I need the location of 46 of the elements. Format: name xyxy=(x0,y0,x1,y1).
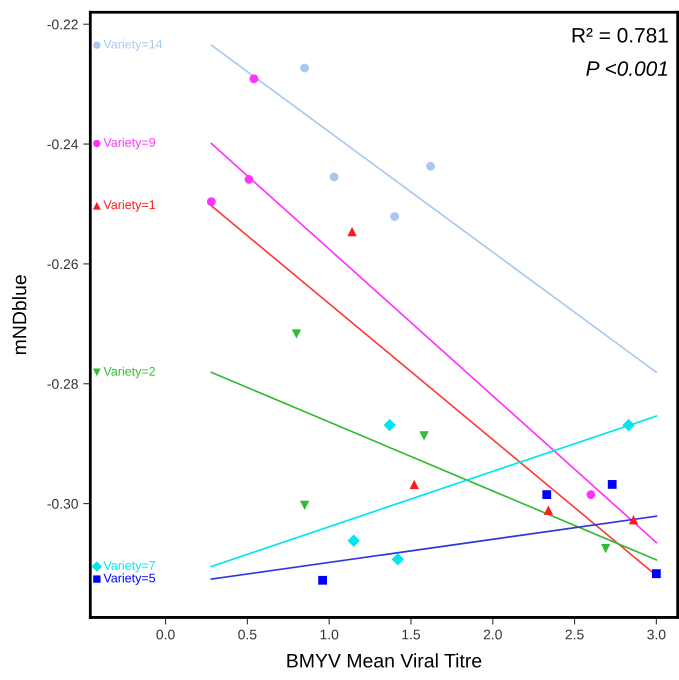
point xyxy=(347,226,357,236)
x-tick-label: 0.5 xyxy=(238,630,256,640)
annotation: R² = 0.781 xyxy=(572,28,668,43)
y-axis-title: mNDblue xyxy=(12,275,26,354)
x-tick-label: 3.0 xyxy=(647,630,666,640)
x-axis-title: BMYV Mean Viral Titre xyxy=(287,653,482,668)
point xyxy=(628,515,638,524)
point xyxy=(544,506,554,515)
legend-label: Variety=9 xyxy=(103,138,156,150)
y-tick-label: -0.26 xyxy=(47,259,78,270)
point xyxy=(330,172,338,182)
point xyxy=(419,431,429,441)
point xyxy=(318,576,328,585)
x-tick-label: 0.0 xyxy=(156,630,175,640)
point xyxy=(244,175,254,184)
point xyxy=(250,74,258,84)
point xyxy=(622,418,635,432)
point xyxy=(300,500,310,510)
y-tick-label: -0.24 xyxy=(47,139,78,150)
point xyxy=(601,544,610,554)
x-tick-label: 1.0 xyxy=(320,630,338,640)
x-tick-label: 2.0 xyxy=(484,630,502,640)
point xyxy=(426,162,435,171)
point xyxy=(347,534,360,547)
point xyxy=(292,329,302,339)
point xyxy=(410,480,419,490)
point xyxy=(652,569,661,578)
y-tick-label: -0.30 xyxy=(47,498,78,509)
x-tick-label: 1.5 xyxy=(402,630,420,640)
legend-label: Variety=14 xyxy=(103,39,162,52)
point xyxy=(206,197,216,206)
point xyxy=(392,553,404,566)
y-tick-label: -0.22 xyxy=(47,20,78,30)
legend-label: Variety=5 xyxy=(103,573,156,585)
point xyxy=(542,490,552,499)
legend-label: Variety=1 xyxy=(103,200,156,212)
legend-label: Variety=2 xyxy=(103,366,155,378)
annotation: P <0.001 xyxy=(586,61,668,76)
point xyxy=(390,212,399,221)
point xyxy=(383,418,396,432)
point xyxy=(608,480,617,489)
x-tick-label: 2.5 xyxy=(566,630,584,640)
point xyxy=(300,64,310,72)
y-tick-label: -0.28 xyxy=(47,379,78,389)
point xyxy=(586,490,596,499)
legend-label: Variety=7 xyxy=(103,560,155,572)
